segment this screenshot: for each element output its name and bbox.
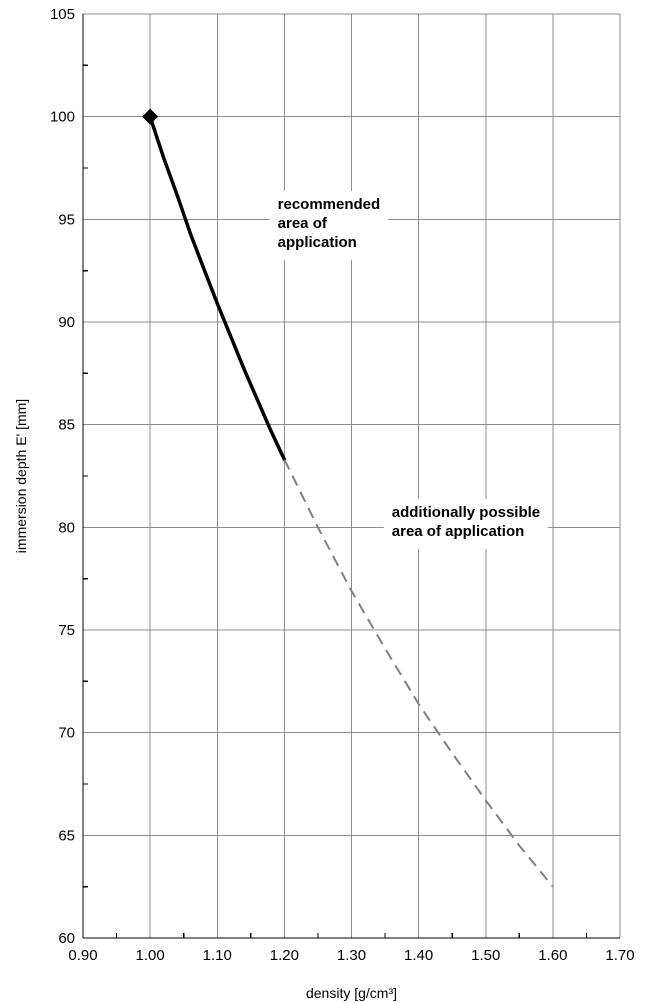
x-tick-labels: 0.90 1.00 1.10 1.20 1.30 1.40 1.50 1.60 1.70 [68, 947, 634, 964]
x-tick-label: 1.50 [471, 947, 500, 964]
y-tick-label: 75 [58, 622, 75, 639]
extended-range-curve [283, 459, 554, 888]
y-axis-title: immersion depth E' [mm] [13, 399, 29, 553]
y-tick-label: 80 [58, 519, 75, 536]
annotations: recommended area of application additionall… [269, 191, 549, 550]
markers [142, 108, 159, 125]
annotation-line: application [278, 234, 357, 251]
y-tick-label: 85 [58, 417, 75, 434]
x-tick-label: 1.40 [404, 947, 433, 964]
x-tick-label: 1.70 [605, 947, 634, 964]
y-tick-label: 65 [58, 827, 75, 844]
annotation-line: additionally possible [392, 504, 540, 521]
annotation-2: additionally possible area of application [383, 499, 549, 550]
annotation-line: recommended [278, 196, 381, 213]
y-tick-labels: 60 65 70 75 80 85 90 95 100 105 [50, 6, 75, 947]
x-tick-label: 1.10 [203, 947, 232, 964]
x-tick-label: 0.90 [68, 947, 97, 964]
y-tick-label: 70 [58, 725, 75, 742]
minor-ticks [83, 64, 588, 938]
x-tick-label: 1.60 [538, 947, 567, 964]
y-tick-label: 90 [58, 314, 75, 331]
annotation-line: area of application [392, 523, 525, 540]
x-tick-label: 1.20 [270, 947, 299, 964]
x-tick-label: 1.00 [136, 947, 165, 964]
y-tick-label: 95 [58, 211, 75, 228]
y-tick-label: 105 [50, 6, 75, 23]
annotation-background [269, 191, 389, 261]
y-tick-label: 60 [58, 930, 75, 947]
annotation-1: recommended area of application [269, 191, 389, 261]
annotation-line: area of [278, 215, 328, 232]
x-tick-label: 1.30 [337, 947, 366, 964]
x-axis-title: density [g/cm³] [306, 985, 397, 1001]
y-tick-label: 100 [50, 109, 75, 126]
recommended-range-curve [148, 114, 287, 462]
start-point-marker [142, 108, 159, 125]
annotation-background [383, 499, 549, 550]
series [148, 114, 554, 888]
